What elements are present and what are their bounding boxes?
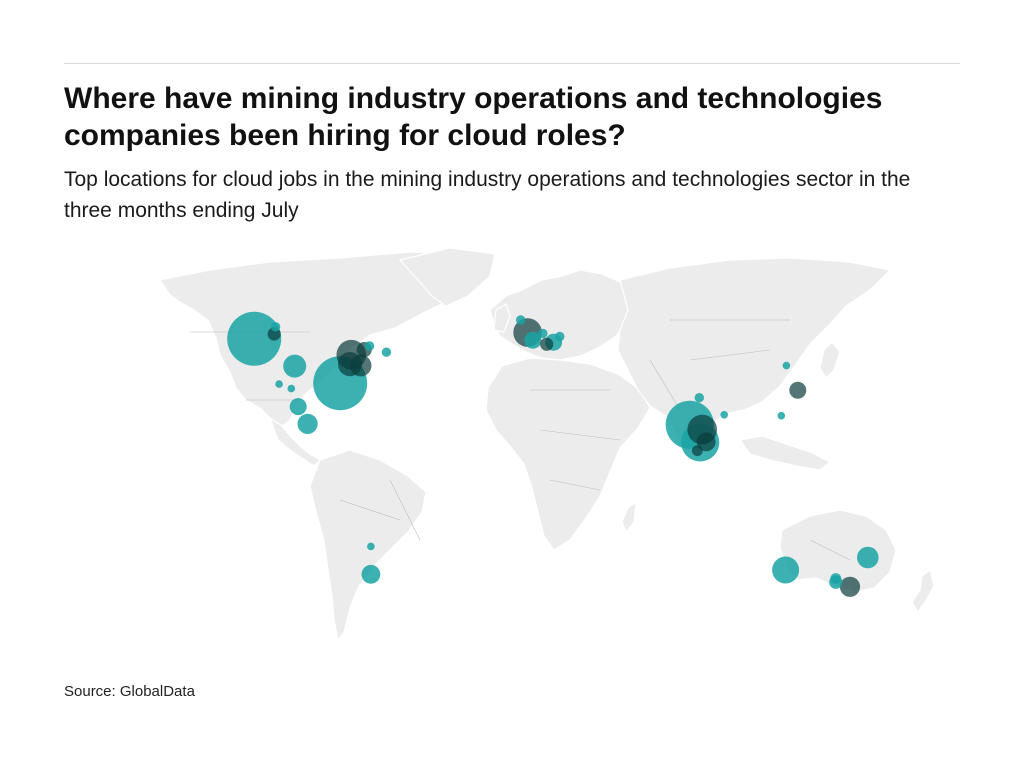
bubble-marker[interactable]: [349, 354, 372, 377]
bubble-marker[interactable]: [361, 564, 381, 584]
bubble-marker[interactable]: [227, 311, 282, 366]
land-new-zealand: [911, 568, 935, 614]
bubble-marker[interactable]: [287, 384, 296, 393]
bubble-marker[interactable]: [694, 393, 704, 403]
bubble-marker[interactable]: [283, 354, 307, 378]
land-madagascar: [621, 500, 637, 534]
bubble-marker[interactable]: [782, 361, 791, 370]
bubble-marker[interactable]: [857, 546, 879, 569]
bubble-marker[interactable]: [777, 411, 786, 420]
bubble-marker[interactable]: [555, 331, 565, 342]
land-africa: [485, 357, 651, 551]
bubble-marker[interactable]: [289, 398, 307, 416]
top-divider: [64, 63, 960, 64]
bubble-marker[interactable]: [691, 445, 703, 457]
land-greenland: [398, 247, 496, 307]
bubble-marker[interactable]: [381, 347, 392, 357]
bubble-marker[interactable]: [275, 380, 283, 388]
world-map: [150, 240, 950, 650]
bubble-marker[interactable]: [270, 322, 281, 332]
land-layer: [159, 247, 935, 642]
bubble-marker[interactable]: [367, 542, 375, 551]
bubble-marker[interactable]: [772, 556, 800, 584]
land-uk: [493, 303, 511, 333]
land-asia: [617, 257, 892, 453]
bubble-marker[interactable]: [789, 381, 807, 399]
chart-subtitle: Top locations for cloud jobs in the mini…: [64, 168, 911, 222]
world-map-svg: [159, 247, 935, 642]
bubble-marker[interactable]: [839, 576, 861, 597]
bubble-marker[interactable]: [696, 432, 716, 452]
bubble-marker[interactable]: [540, 337, 554, 351]
bubble-marker[interactable]: [516, 315, 526, 325]
source-note: Source: GlobalData: [64, 683, 195, 700]
bubble-marker[interactable]: [524, 331, 542, 349]
bubble-marker[interactable]: [297, 413, 318, 434]
land-se-asia: [738, 435, 832, 471]
land-japan: [819, 341, 841, 379]
country-borders: [190, 319, 851, 561]
chart-title: Where have mining industry operations an…: [64, 82, 883, 152]
bubble-layer: [227, 311, 879, 597]
bubble-marker[interactable]: [830, 573, 842, 584]
bubble-marker[interactable]: [538, 328, 548, 339]
bubble-marker[interactable]: [364, 341, 375, 351]
bubble-marker[interactable]: [720, 411, 728, 419]
